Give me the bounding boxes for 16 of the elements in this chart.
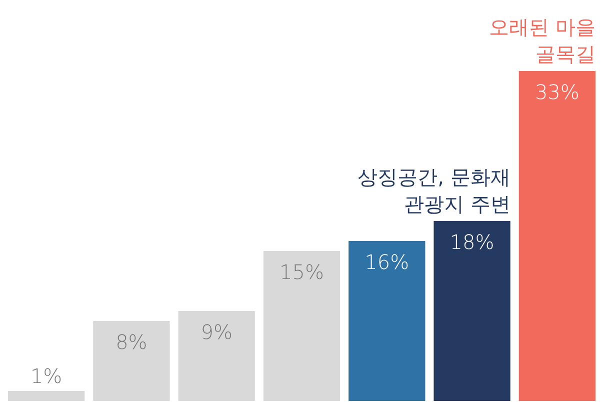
bar	[178, 311, 255, 401]
data-label: 8%	[116, 330, 148, 354]
data-label: 1%	[30, 364, 62, 388]
data-label: 9%	[200, 320, 232, 344]
annotation: 오래된 마을 골목길	[489, 15, 596, 66]
annotation: 상징공간, 문화재 관광지 주변	[358, 165, 510, 216]
data-label: 16%	[364, 250, 410, 274]
bar	[348, 241, 426, 401]
data-label: 15%	[280, 260, 324, 284]
bar	[518, 71, 596, 401]
data-label: 18%	[450, 230, 494, 254]
bar	[434, 221, 510, 401]
bar	[263, 251, 340, 401]
bar	[8, 391, 85, 401]
data-label: 33%	[534, 80, 580, 104]
bar	[93, 321, 170, 401]
